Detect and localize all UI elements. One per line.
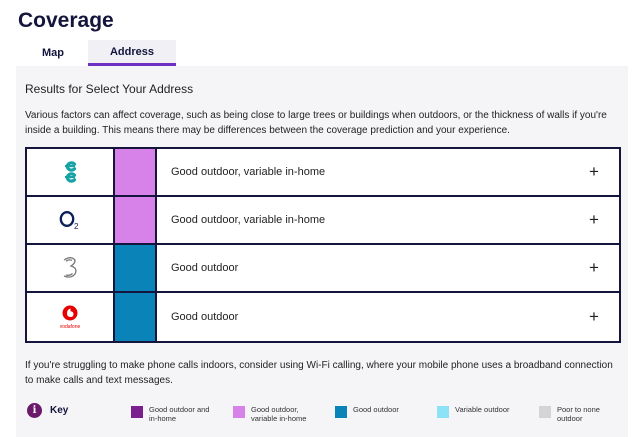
legend-swatch <box>233 406 245 418</box>
plus-icon[interactable]: + <box>589 258 599 277</box>
wifi-calling-note: If you're struggling to make phone calls… <box>25 360 613 386</box>
coverage-label: Good outdoor, variable in-home <box>171 214 326 226</box>
vodafone-logo-icon: vodafone <box>27 293 115 341</box>
info-icon: i <box>27 403 42 418</box>
coverage-swatch <box>115 245 157 291</box>
operator-row-ee[interactable]: Good outdoor, variable in-home + <box>27 149 619 197</box>
legend-swatch <box>437 406 449 418</box>
coverage-label: Good outdoor, variable in-home <box>171 166 326 178</box>
coverage-label: Good outdoor <box>171 262 239 274</box>
tab-address[interactable]: Address <box>88 40 176 66</box>
tab-map[interactable]: Map <box>42 47 64 59</box>
coverage-swatch <box>115 293 157 341</box>
coverage-intro-text: Various factors can affect coverage, suc… <box>25 110 607 136</box>
svg-text:2: 2 <box>74 222 79 231</box>
legend-swatch <box>131 406 143 418</box>
legend-label: Good outdoor <box>353 405 399 414</box>
legend-label: Good outdoor, variable in-home <box>251 405 307 423</box>
legend-swatch <box>335 406 347 418</box>
legend-item: Good outdoor and in-home <box>131 405 217 423</box>
plus-icon[interactable]: + <box>589 210 599 229</box>
operator-row-vodafone[interactable]: vodafone Good outdoor + <box>27 293 619 341</box>
legend-label: Poor to none outdoor <box>557 405 600 423</box>
vodafone-wordmark: vodafone <box>60 324 81 330</box>
coverage-table: Good outdoor, variable in-home + 2 Good … <box>25 147 621 343</box>
legend-item: Variable outdoor <box>437 405 523 418</box>
key-title: Key <box>50 405 69 416</box>
legend-item: Good outdoor <box>335 405 421 418</box>
legend-label: Variable outdoor <box>455 405 510 414</box>
legend-item: Good outdoor, variable in-home <box>233 405 319 423</box>
operator-row-o2[interactable]: 2 Good outdoor, variable in-home + <box>27 197 619 245</box>
tab-bar: Map Address <box>18 40 176 66</box>
o2-logo-icon: 2 <box>27 197 115 243</box>
coverage-swatch <box>115 197 157 243</box>
coverage-swatch <box>115 149 157 195</box>
results-heading: Results for Select Your Address <box>25 82 194 96</box>
key-header: i Key <box>27 403 68 418</box>
legend-item: Poor to none outdoor <box>539 405 613 423</box>
coverage-label: Good outdoor <box>171 311 239 323</box>
plus-icon[interactable]: + <box>589 307 599 326</box>
three-logo-icon <box>27 245 115 291</box>
legend-label: Good outdoor and in-home <box>149 405 210 423</box>
page-title: Coverage <box>18 9 114 32</box>
legend-swatch <box>539 406 551 418</box>
plus-icon[interactable]: + <box>589 162 599 181</box>
operator-row-three[interactable]: Good outdoor + <box>27 245 619 293</box>
ee-logo-icon <box>27 149 115 195</box>
